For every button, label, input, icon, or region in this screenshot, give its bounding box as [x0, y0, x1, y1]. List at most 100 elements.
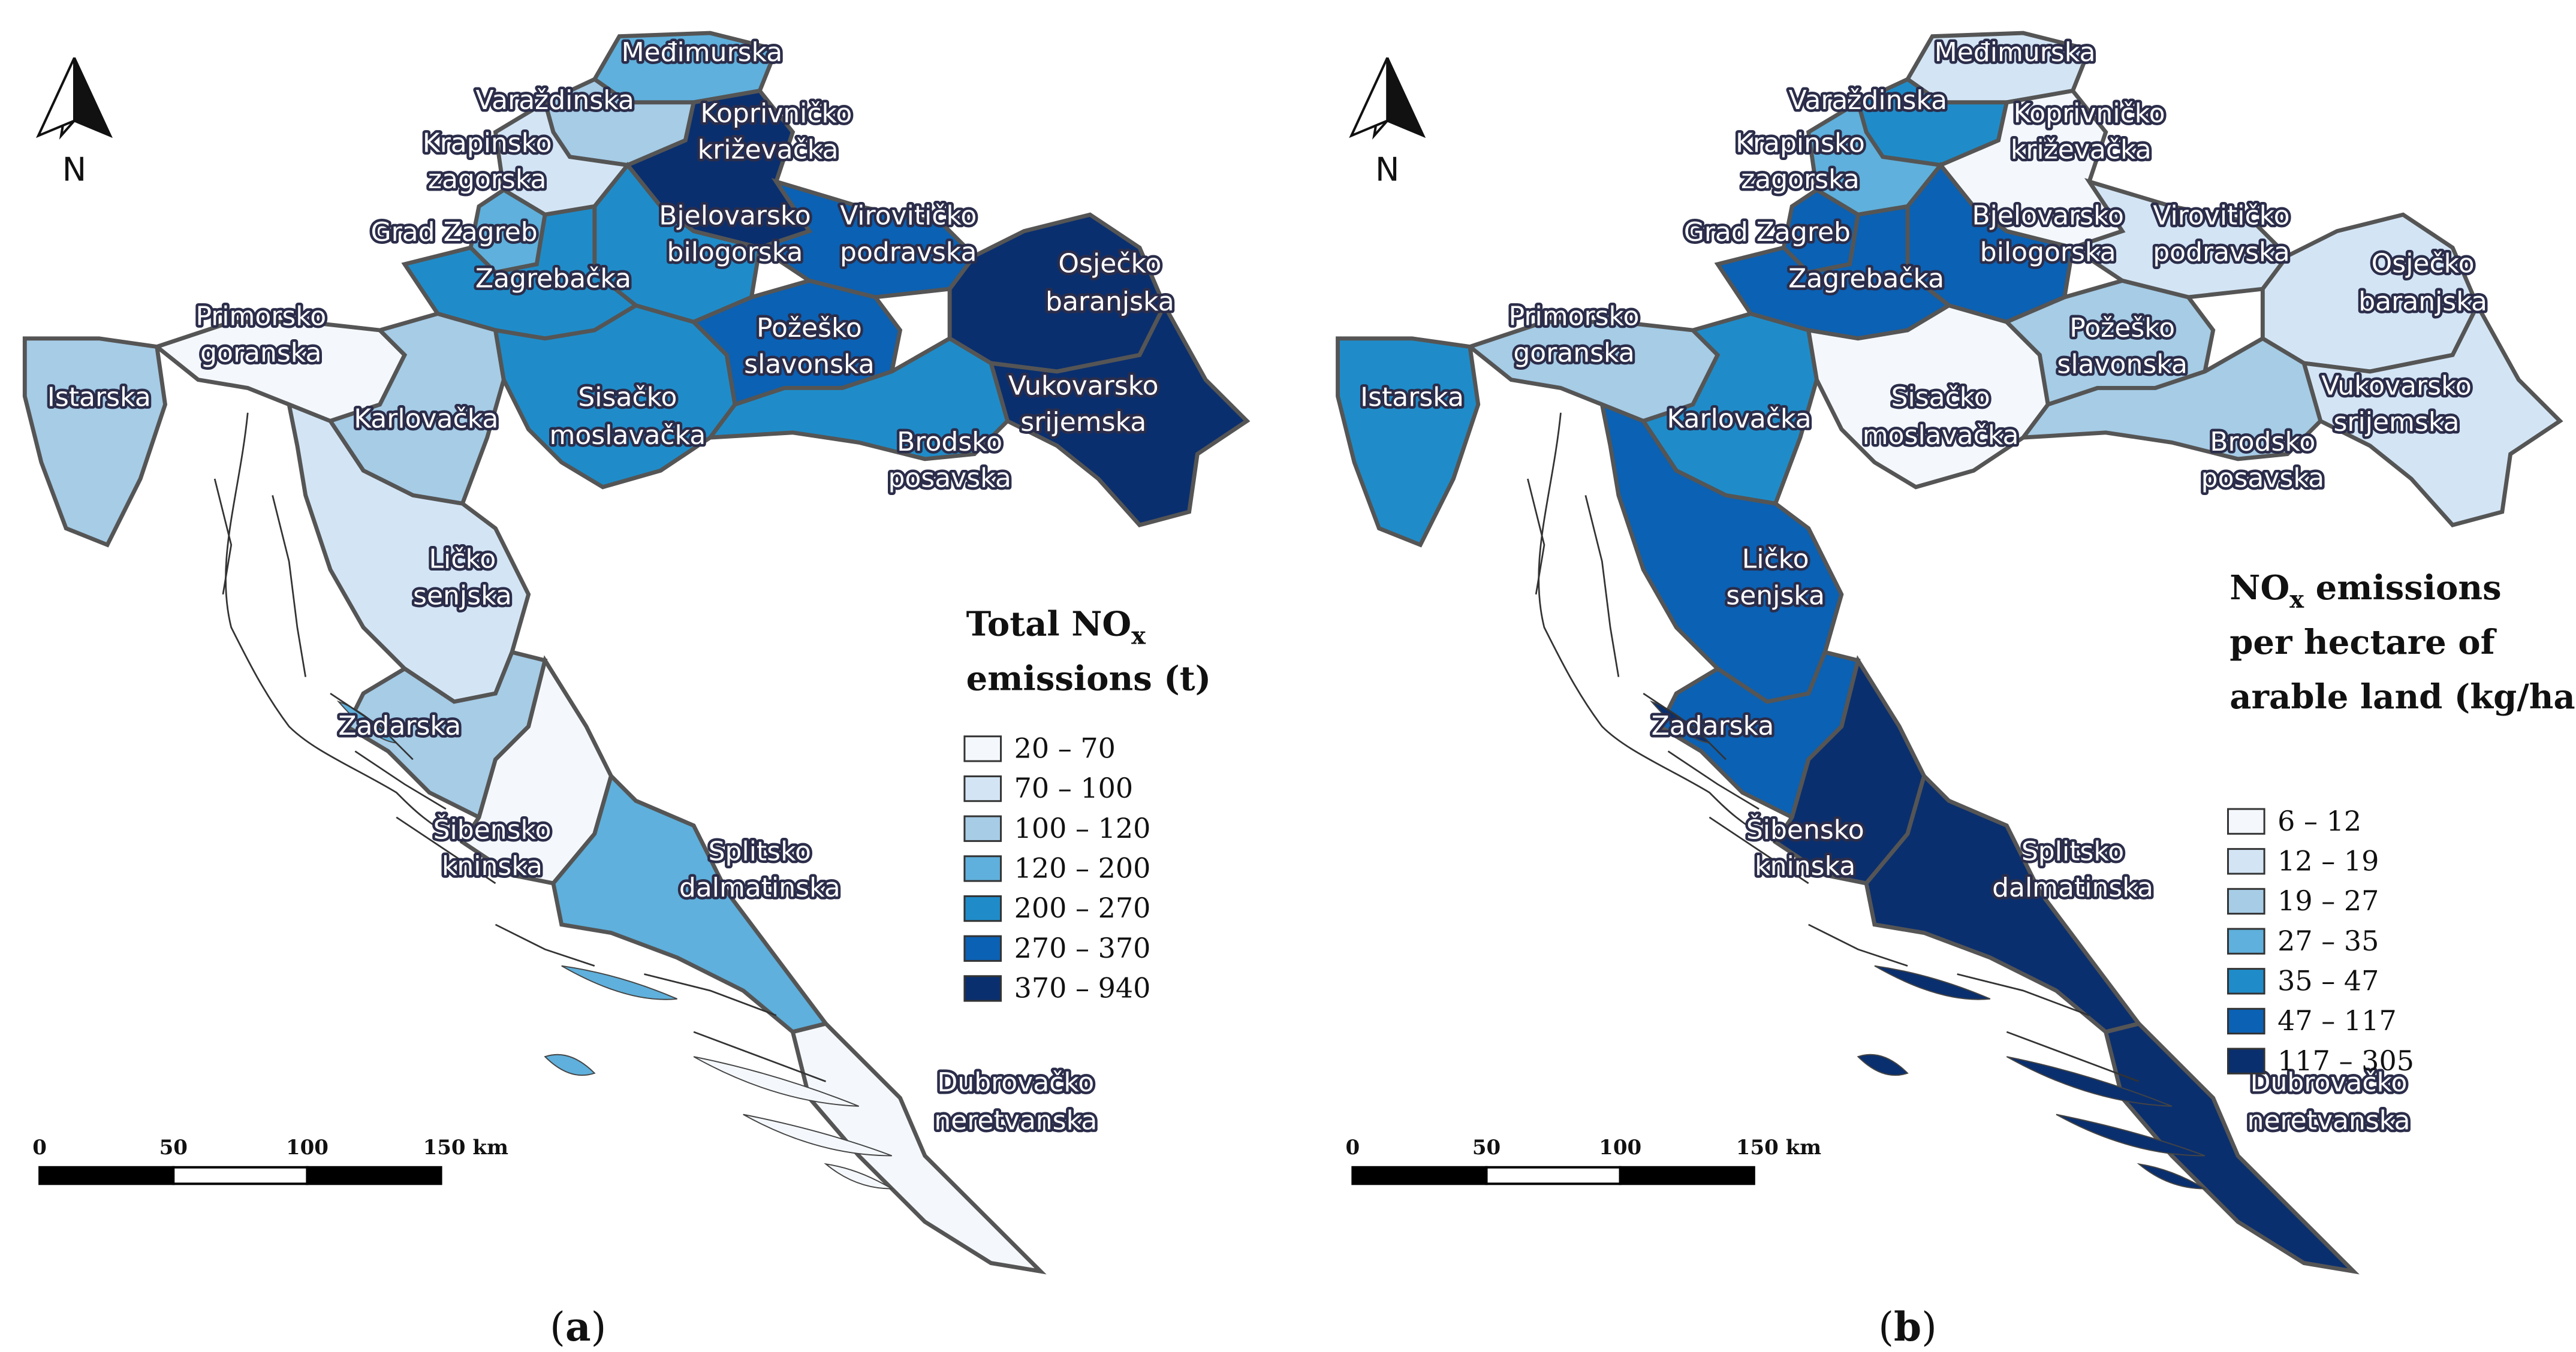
legend-swatch [963, 735, 1002, 762]
region-label-sibensko-kninska: Šibensko [433, 814, 552, 846]
coastline [213, 478, 233, 595]
region-label-brodsko-posavska: posavska [888, 463, 1011, 494]
region-label-viroviticko-podravska: Virovitičko [2153, 201, 2289, 231]
scale-label: 100 [1599, 1136, 1641, 1160]
north-arrow-icon [1386, 57, 1426, 138]
region-label-licko-senjska: senjska [1726, 580, 1825, 611]
island-shape [1874, 965, 1991, 1000]
panel-caption: (b) [1878, 1303, 1937, 1350]
north-arrow-icon [36, 57, 76, 138]
region-label-zagrebacka: Zagrebačka [1788, 263, 1944, 294]
legend-label: 47 – 117 [2277, 1004, 2397, 1037]
legend-label: 70 – 100 [1014, 772, 1134, 804]
legend-title: emissions (t) [966, 659, 1211, 699]
region-label-licko-senjska: senjska [413, 580, 512, 611]
map-panel-a: Međimurska Varaždinska Koprivničko križevač… [22, 31, 1251, 1350]
region-label-splitsko-dalmatinska: Splitsko [2021, 836, 2124, 867]
region-label-sisacko-moslavacka: Sisačko [578, 382, 677, 413]
region-istarska [1336, 336, 1481, 548]
region-viroviticko-podravska [2068, 178, 2291, 300]
coastline [225, 412, 463, 843]
legend-swatch [2226, 1007, 2265, 1035]
region-label-bjelovarsko-bilogorska: Bjelovarsko [659, 201, 811, 231]
legend-label: 120 – 200 [1014, 852, 1151, 885]
region-label-medimurska: Međimurska [1935, 37, 2096, 68]
island-shape [2006, 1056, 2173, 1107]
legend-swatch [963, 935, 1002, 962]
region-label-sisacko-moslavacka: Sisačko [1891, 382, 1990, 413]
coastline [272, 495, 307, 677]
region-label-licko-senjska: Ličko [1742, 544, 1809, 575]
scale-bar-segment [38, 1166, 175, 1185]
legend-label: 100 – 120 [1014, 812, 1151, 844]
region-label-osjecko-baranjska: baranjska [1046, 286, 1174, 317]
coastline [1667, 750, 1759, 810]
panel-caption: (a) [550, 1303, 606, 1350]
legend-swatch [2226, 808, 2265, 835]
coastline [1527, 478, 1545, 595]
coastline [495, 924, 595, 967]
scale-label: 150 km [1736, 1136, 1821, 1160]
region-vukovarsko-srijemska [2301, 301, 2563, 527]
region-label-zadarska: Zadarska [338, 711, 461, 741]
region-label-medimurska: Međimurska [622, 37, 783, 68]
region-istarska [22, 336, 168, 548]
region-label-dubrovacko-neretvanska: Dubrovačko [937, 1067, 1094, 1098]
region-label-koprivnicko-krizevacka: Koprivničko [700, 98, 852, 129]
scale-bar-segment [1351, 1166, 1488, 1185]
coastline [1584, 495, 1620, 677]
region-label-zadarska: Zadarska [1652, 711, 1774, 741]
coastline [1957, 973, 2090, 1016]
region-label-koprivnicko-krizevacka: Koprivničko [2014, 98, 2165, 129]
coastline [1538, 412, 1776, 843]
region-label-krapinsko-zagorska: Krapinsko [1736, 128, 1865, 158]
region-label-vukovarsko-srijemska: srijemska [2334, 407, 2460, 437]
region-label-vukovarsko-srijemska: Vukovarsko [2321, 370, 2472, 401]
scale-bar-segment [1619, 1166, 1755, 1185]
region-label-primorsko-goranska: Primorsko [1509, 301, 1640, 332]
legend-swatch [963, 975, 1002, 1002]
map-panel-b: Međimurska Varaždinska Koprivničko križevač… [1336, 31, 2576, 1350]
legend-swatch [2226, 968, 2265, 995]
region-label-bjelovarsko-bilogorska: bilogorska [667, 237, 803, 267]
island-shape [561, 965, 677, 1000]
island-shape [1857, 1054, 1909, 1076]
region-vukovarsko-srijemska [988, 301, 1251, 527]
coastline [396, 816, 496, 885]
north-label: N [62, 150, 86, 188]
region-viroviticko-podravska [755, 178, 977, 300]
region-label-sisacko-moslavacka: moslavačka [1863, 420, 2019, 451]
scale-bar-segment [172, 1166, 309, 1185]
region-label-splitsko-dalmatinska: dalmatinska [679, 873, 840, 903]
scale-label: 50 [159, 1136, 188, 1160]
region-label-brodsko-posavska: posavska [2201, 463, 2324, 494]
region-label-primorsko-goranska: goranska [1513, 337, 1634, 368]
region-label-karlovacka: Karlovačka [354, 404, 498, 434]
island-shape [2056, 1113, 2206, 1157]
legend-swatch [963, 815, 1002, 842]
legend-label: 270 – 370 [1014, 932, 1151, 964]
region-label-viroviticko-podravska: podravska [840, 237, 977, 267]
scale-bar-segment [1485, 1166, 1622, 1185]
region-label-pozesko-slavonska: Požeško [757, 313, 862, 343]
legend-title: arable land (kg/ha) [2229, 677, 2576, 717]
region-label-zagrebacka: Zagrebačka [475, 263, 631, 294]
region-label-osjecko-baranjska: baranjska [2358, 286, 2487, 317]
region-label-splitsko-dalmatinska: dalmatinska [1992, 873, 2153, 903]
north-arrow-icon [1349, 57, 1389, 138]
scale-label: 0 [32, 1136, 47, 1160]
region-label-bjelovarsko-bilogorska: bilogorska [1980, 237, 2116, 267]
region-label-primorsko-goranska: Primorsko [195, 301, 326, 332]
legend-swatch [2226, 888, 2265, 915]
legend-swatch [963, 855, 1002, 882]
legend-label: 200 – 270 [1014, 892, 1151, 924]
legend-label: 35 – 47 [2277, 964, 2379, 997]
coastline [644, 973, 777, 1016]
region-label-brodsko-posavska: Brodsko [897, 427, 1002, 457]
north-arrow-icon [73, 57, 113, 138]
region-label-viroviticko-podravska: podravska [2153, 237, 2289, 267]
region-splitsko-dalmatinska [551, 772, 830, 1034]
legend-label: 20 – 70 [1014, 732, 1116, 765]
region-label-sibensko-kninska: kninska [442, 851, 543, 882]
